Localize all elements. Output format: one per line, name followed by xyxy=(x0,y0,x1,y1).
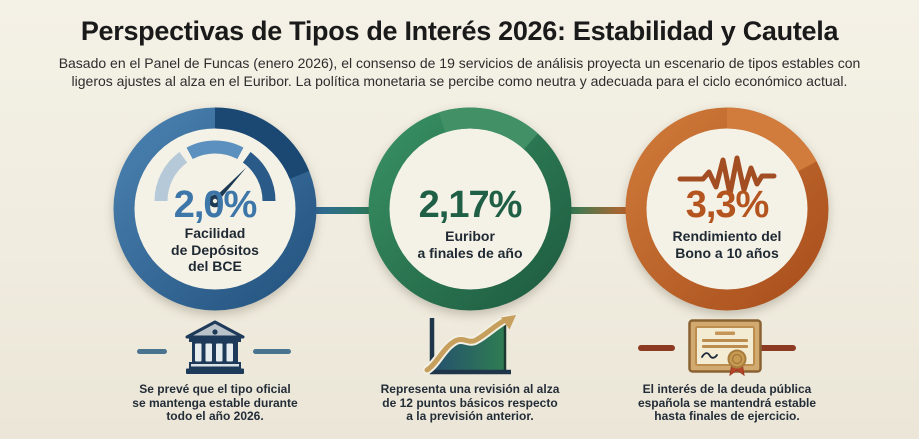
connector-line-green-orange xyxy=(568,207,630,214)
note-euribor-revision: Representa una revisión al alza de 12 pu… xyxy=(380,382,560,424)
page-subtitle: Basado en el Panel de Funcas (enero 2026… xyxy=(58,55,861,89)
ring-green xyxy=(368,107,572,311)
certificate-icon xyxy=(688,319,762,377)
metric-value: 2,0% xyxy=(173,184,258,226)
ring-orange xyxy=(625,107,829,311)
note-bond-yield: El interés de la deuda pública española … xyxy=(637,382,817,424)
metric-label: Rendimiento del Bono a 10 años xyxy=(672,228,782,261)
metric-label: Facilidad de Depósitos del BCE xyxy=(171,225,259,275)
gauge-icon xyxy=(154,140,276,208)
dash-left-red xyxy=(638,345,675,351)
header: Perspectivas de Tipos de Interés 2026: E… xyxy=(0,0,919,90)
metric-circle-deposit-facility: 2,0% Facilidad de Depósitos del BCE xyxy=(113,107,317,311)
bank-icon xyxy=(185,320,245,374)
dash-right-red xyxy=(758,345,796,351)
connector-line-blue-green xyxy=(314,207,374,214)
dash-right-blue xyxy=(253,349,291,354)
metric-value: 2,17% xyxy=(418,184,523,226)
note-deposit-facility: Se prevé que el tipo oficial se mantenga… xyxy=(132,382,298,424)
metric-circle-euribor: 2,17% Euribor a finales de año xyxy=(368,107,572,311)
metric-label: Euribor a finales de año xyxy=(417,228,523,261)
dash-left-blue xyxy=(137,349,167,354)
page-title: Perspectivas de Tipos de Interés 2026: E… xyxy=(80,16,839,46)
waveform-icon xyxy=(677,155,777,197)
metric-circle-bond-yield: 3,3% Rendimiento del Bono a 10 años xyxy=(625,107,829,311)
growth-chart-icon xyxy=(423,314,516,375)
metric-value: 3,3% xyxy=(685,184,770,226)
